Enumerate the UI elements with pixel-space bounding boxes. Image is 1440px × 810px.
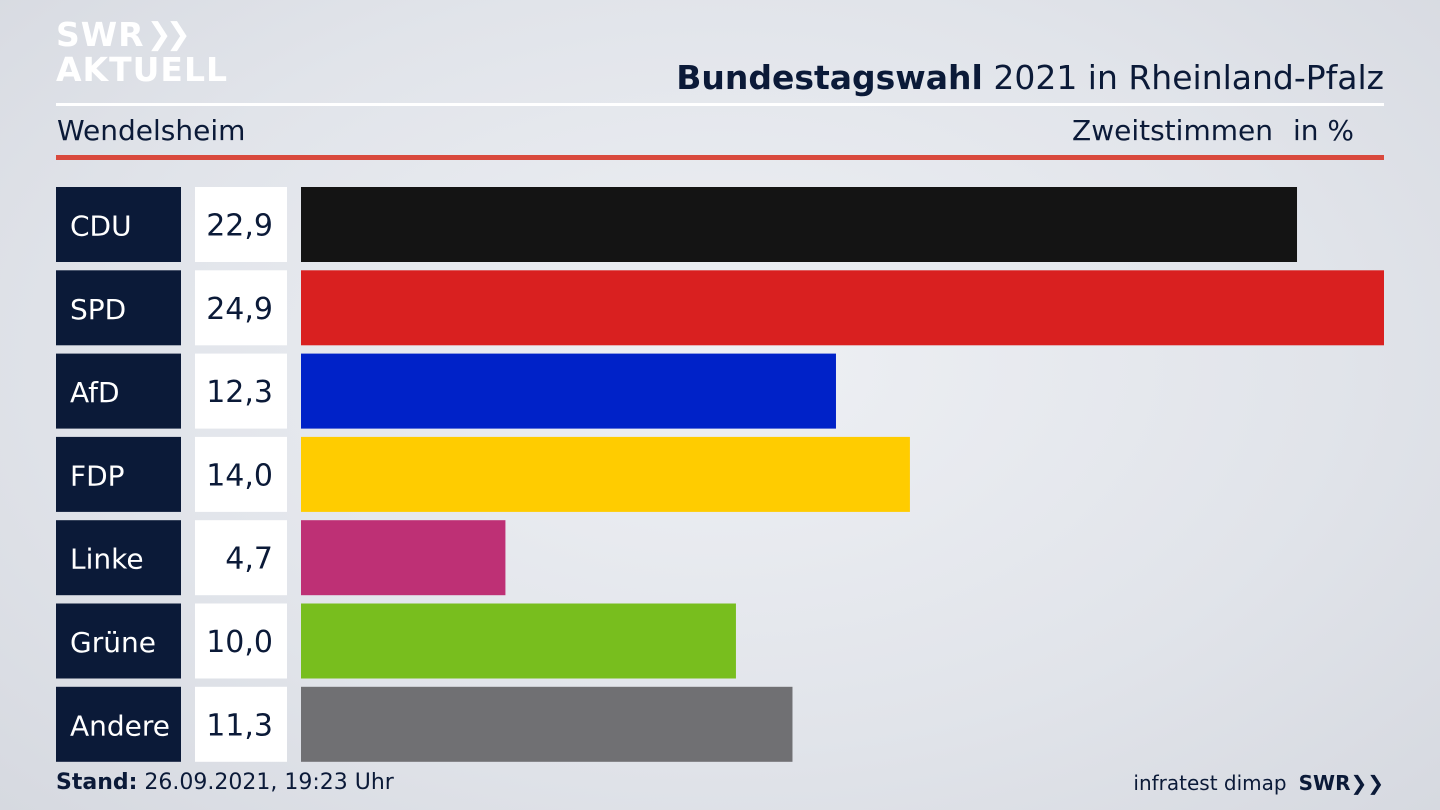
value-label: 24,9	[206, 292, 273, 327]
bar	[301, 686, 793, 762]
bar-row-spd: SPD 24,9	[56, 270, 1384, 346]
value-label-box	[195, 686, 287, 762]
logo-aktuell-text: AKTUELL	[56, 50, 229, 89]
value-label-box	[195, 270, 287, 346]
party-label: Grüne	[70, 626, 156, 659]
party-label-box	[56, 187, 181, 262]
source-text: infratest dimap	[1133, 771, 1287, 795]
value-label-box	[195, 187, 287, 262]
bar	[301, 436, 910, 512]
value-label-box	[195, 353, 287, 429]
logo-chevron-icon: ❯❯	[146, 16, 191, 52]
measure-label: Zweitstimmen in %	[1072, 114, 1354, 147]
stand-info: Stand: 26.09.2021, 19:23 Uhr	[56, 770, 394, 795]
value-label: 14,0	[206, 458, 273, 493]
party-label-box	[56, 603, 181, 679]
source-info: infratest dimap SWR❯❯	[1133, 771, 1384, 795]
bar	[301, 353, 836, 429]
party-label-box	[56, 270, 181, 346]
accent-divider	[56, 155, 1384, 160]
logo-swr-text: SWR	[56, 15, 145, 54]
value-label: 10,0	[206, 625, 273, 660]
value-label-box	[195, 520, 287, 596]
party-label: AfD	[70, 376, 120, 409]
party-label-box	[56, 353, 181, 429]
party-label: SPD	[70, 293, 126, 326]
value-label: 12,3	[206, 375, 273, 410]
party-label: CDU	[70, 210, 132, 243]
stand-value: 26.09.2021, 19:23 Uhr	[137, 770, 394, 795]
party-label-box	[56, 436, 181, 512]
party-label-box	[56, 686, 181, 762]
party-label-box	[56, 520, 181, 596]
header-divider	[56, 103, 1384, 106]
bar-row-afd: AfD 12,3	[56, 353, 836, 429]
swr-footer-text: SWR	[1298, 771, 1351, 795]
bar	[301, 520, 506, 596]
bar-row-andere: Andere 11,3	[56, 686, 793, 762]
unit-text: in %	[1292, 114, 1354, 147]
bar-row-cdu: CDU 22,9	[56, 187, 1298, 262]
bar	[301, 270, 1384, 346]
measure-text: Zweitstimmen	[1072, 114, 1273, 147]
swr-aktuell-logo: SWR ❯❯ AKTUELL	[56, 18, 228, 86]
value-label: 22,9	[206, 209, 273, 244]
location-label: Wendelsheim	[57, 114, 246, 147]
party-label: FDP	[70, 459, 125, 492]
bar-row-linke: Linke 4,7	[56, 520, 506, 596]
value-label: 4,7	[225, 542, 273, 577]
bar-row-grüne: Grüne 10,0	[56, 603, 736, 679]
title-rest: 2021 in Rheinland-Pfalz	[982, 58, 1384, 97]
value-label-box	[195, 603, 287, 679]
bar	[301, 603, 736, 679]
party-label: Linke	[70, 543, 144, 576]
stand-label: Stand:	[56, 770, 138, 795]
value-label-box	[195, 436, 287, 512]
page-title: Bundestagswahl 2021 in Rheinland-Pfalz	[676, 58, 1384, 97]
bar-row-fdp: FDP 14,0	[56, 436, 910, 512]
bar	[301, 187, 1298, 262]
title-bold: Bundestagswahl	[676, 58, 983, 97]
party-label: Andere	[70, 709, 170, 742]
value-label: 11,3	[206, 708, 273, 743]
swr-footer-logo: SWR❯❯	[1299, 771, 1384, 795]
swr-footer-chevron-icon: ❯❯	[1350, 771, 1384, 795]
